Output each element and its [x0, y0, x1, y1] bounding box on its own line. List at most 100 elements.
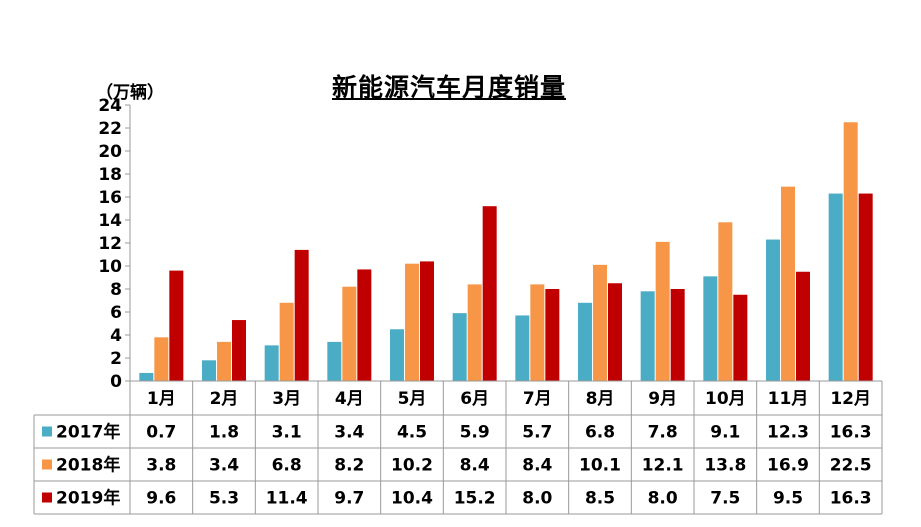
bar-2019年-9月 [670, 289, 685, 381]
y-tick-label: 6 [110, 303, 122, 323]
y-tick-label: 2 [110, 349, 122, 369]
y-tick-label: 0 [110, 372, 122, 392]
bar-2017年-6月 [452, 313, 467, 381]
data-label: 13.8 [704, 456, 746, 476]
bar-2018年-6月 [467, 284, 482, 381]
data-label: 8.4 [522, 456, 552, 476]
bar-2019年-7月 [545, 289, 560, 381]
bar-2019年-5月 [420, 261, 434, 381]
data-label: 3.1 [272, 423, 302, 443]
y-axis-unit-label: （万辆） [96, 83, 164, 103]
data-label: 8.2 [334, 456, 364, 476]
x-tick-label: 3月 [272, 389, 301, 409]
data-label: 22.5 [830, 456, 872, 476]
bar-2018年-1月 [154, 337, 169, 381]
legend-key-2018年 [42, 459, 52, 470]
bar-2018年-2月 [217, 341, 231, 381]
data-label: 8.5 [585, 489, 615, 509]
bar-2018年-4月 [342, 286, 357, 381]
data-label: 1.8 [209, 423, 239, 443]
legend-key-2019年 [42, 492, 52, 503]
bar-2019年-1月 [169, 270, 184, 381]
data-label: 9.7 [334, 489, 364, 509]
data-label: 3.8 [146, 456, 176, 476]
y-tick-label: 12 [98, 234, 122, 254]
data-label: 8.0 [522, 489, 552, 509]
data-label: 8.0 [648, 489, 678, 509]
x-tick-label: 9月 [648, 389, 677, 409]
bar-2017年-3月 [264, 345, 279, 381]
y-tick-label: 22 [98, 119, 122, 139]
x-tick-label: 6月 [460, 389, 489, 409]
x-tick-label: 11月 [768, 389, 809, 409]
data-label: 16.3 [830, 489, 872, 509]
x-tick-label: 5月 [398, 389, 427, 409]
data-label: 5.3 [209, 489, 239, 509]
data-label: 11.4 [266, 489, 308, 509]
bar-2019年-10月 [733, 294, 748, 381]
bar-2018年-7月 [530, 284, 545, 381]
x-tick-label: 7月 [523, 389, 552, 409]
bar-2017年-1月 [139, 372, 154, 381]
bar-2019年-3月 [294, 249, 309, 381]
data-label: 5.7 [522, 423, 552, 443]
data-label: 7.5 [710, 489, 740, 509]
x-tick-label: 1月 [147, 389, 176, 409]
bar-2018年-11月 [781, 186, 795, 381]
data-label: 6.8 [585, 423, 615, 443]
bar-2017年-5月 [390, 329, 404, 381]
data-label: 4.5 [397, 423, 427, 443]
bar-2019年-2月 [232, 320, 246, 381]
bar-2019年-12月 [858, 193, 873, 381]
legend-label: 2018年 [56, 455, 120, 476]
x-tick-label: 10月 [705, 389, 746, 409]
bar-2018年-9月 [655, 241, 670, 381]
data-label: 9.6 [146, 489, 176, 509]
x-tick-label: 8月 [586, 389, 615, 409]
chart-title: 新能源汽车月度销量 [332, 73, 567, 102]
data-label: 3.4 [334, 423, 364, 443]
data-label: 16.3 [830, 423, 872, 443]
bar-2017年-11月 [766, 239, 780, 381]
data-label: 16.9 [767, 456, 809, 476]
y-tick-label: 8 [110, 280, 122, 300]
y-tick-label: 24 [98, 96, 122, 116]
data-label: 9.5 [773, 489, 803, 509]
data-label: 8.4 [460, 456, 490, 476]
bar-2019年-11月 [796, 271, 810, 381]
bar-2019年-6月 [482, 206, 497, 381]
y-tick-label: 20 [98, 142, 122, 162]
data-label: 12.1 [642, 456, 684, 476]
x-tick-label: 12月 [830, 389, 871, 409]
x-tick-label: 2月 [210, 389, 239, 409]
data-label: 6.8 [272, 456, 302, 476]
bar-2017年-2月 [202, 360, 216, 381]
x-tick-label: 4月 [335, 389, 364, 409]
bar-2017年-10月 [703, 276, 718, 381]
data-label: 5.9 [460, 423, 490, 443]
y-tick-label: 14 [98, 211, 122, 231]
data-label: 10.4 [391, 489, 433, 509]
data-label: 3.4 [209, 456, 239, 476]
bar-2017年-12月 [828, 193, 843, 381]
bar-2017年-8月 [578, 302, 592, 381]
bar-2018年-8月 [593, 264, 607, 381]
bar-2018年-3月 [279, 302, 294, 381]
legend-key-2017年 [42, 426, 52, 437]
data-label: 9.1 [710, 423, 740, 443]
bar-2017年-7月 [515, 315, 530, 381]
data-label: 10.2 [391, 456, 433, 476]
bar-2019年-4月 [357, 269, 372, 381]
y-tick-label: 18 [98, 165, 122, 185]
y-tick-label: 10 [98, 257, 122, 277]
bar-2019年-8月 [608, 283, 622, 381]
bar-2018年-12月 [843, 122, 858, 381]
bar-2017年-4月 [327, 341, 342, 381]
data-label: 10.1 [579, 456, 621, 476]
data-label: 15.2 [454, 489, 496, 509]
y-tick-label: 16 [98, 188, 122, 208]
bar-2017年-9月 [640, 291, 655, 381]
data-label: 0.7 [146, 423, 176, 443]
